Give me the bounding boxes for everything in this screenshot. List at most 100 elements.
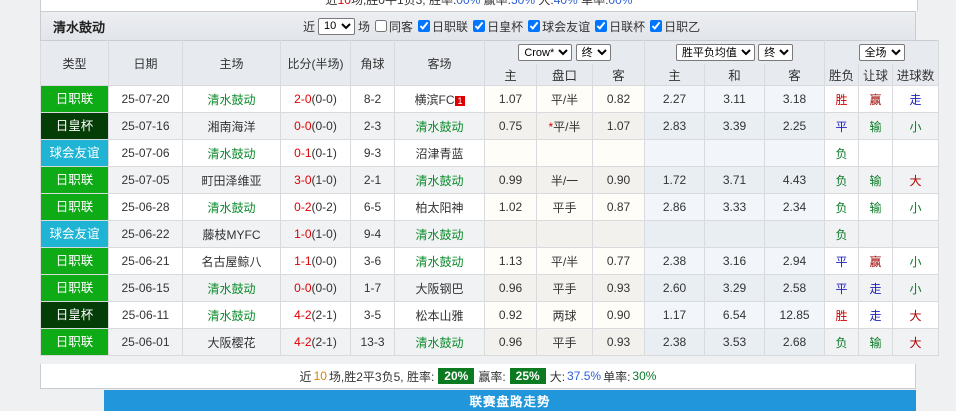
away-team-name[interactable]: 清水鼓动 xyxy=(415,335,464,350)
home-team-name[interactable]: 湘南海洋 xyxy=(207,119,256,134)
row-away-team: 横滨FC 1 xyxy=(394,85,485,113)
same-venue-checkbox[interactable] xyxy=(375,20,388,32)
same-venue-checkbox-wrap[interactable]: 同客 xyxy=(373,18,413,35)
row-eu-home-odds: 2.27 xyxy=(644,85,706,113)
league-filter-3[interactable]: 日联杯 xyxy=(593,18,645,35)
scope-selector-cell: 全场 xyxy=(824,40,940,64)
type-badge[interactable]: 球会友谊 xyxy=(41,221,108,247)
col-header-eu-away: 客 xyxy=(764,64,826,86)
eu-period-select[interactable]: 终 xyxy=(758,44,794,61)
type-badge[interactable]: 日职联 xyxy=(41,275,108,301)
type-badge[interactable]: 日皇杯 xyxy=(41,113,108,139)
league-trend-bar[interactable]: 联赛盘路走势 xyxy=(104,390,916,411)
table-row[interactable]: 日职联 25-07-05 町田泽维亚 3-0(1-0) 2-1 清水鼓动 0.99 半/一 0.… xyxy=(40,166,940,194)
table-row[interactable]: 日职联 25-06-15 清水鼓动 0-0(0-0) 1-7 大阪钢巴 0.96 平手 0.93… xyxy=(40,274,940,302)
home-team-name[interactable]: 清水鼓动 xyxy=(207,92,256,107)
asia-period-select[interactable]: 终 xyxy=(575,44,611,61)
type-badge[interactable]: 球会友谊 xyxy=(41,140,108,166)
table-row[interactable]: 日皇杯 25-07-16 湘南海洋 0-0(0-0) 2-3 清水鼓动 0.75 *平/半 1.… xyxy=(40,112,940,140)
table-row[interactable]: 球会友谊 25-07-06 清水鼓动 0-1(0-1) 9-3 沼津青蓝 负 xyxy=(40,139,940,167)
league-filter-1[interactable]: 日皇杯 xyxy=(471,18,523,35)
home-team-name[interactable]: 清水鼓动 xyxy=(207,146,256,161)
row-asia-away-odds: 0.77 xyxy=(591,247,646,275)
row-asia-line xyxy=(536,139,593,167)
table-row[interactable]: 日职联 25-06-28 清水鼓动 0-2(0-2) 6-5 柏太阳神 1.02 平手 0.87… xyxy=(40,193,940,221)
league-filter-4[interactable]: 日职乙 xyxy=(648,18,700,35)
row-result: 平 xyxy=(824,247,860,275)
home-team-name[interactable]: 清水鼓动 xyxy=(207,281,256,296)
row-away-team: 柏太阳神 xyxy=(394,193,485,221)
bookmaker-select[interactable]: Crow* xyxy=(518,44,573,61)
table-row[interactable]: 球会友谊 25-06-22 藤枝MYFC 1-0(1-0) 9-4 清水鼓动 负 xyxy=(40,220,940,248)
scope-select[interactable]: 全场 xyxy=(858,44,905,61)
home-team-name[interactable]: 名古屋鲸八 xyxy=(201,254,262,269)
league-checkbox-3[interactable] xyxy=(595,20,608,32)
type-badge[interactable]: 日职联 xyxy=(41,86,108,112)
away-team-name[interactable]: 横滨FC xyxy=(414,92,455,107)
row-score: 0-0(0-0) xyxy=(280,112,351,140)
away-team-name[interactable]: 清水鼓动 xyxy=(415,254,464,269)
table-row[interactable]: 日职联 25-06-01 大阪樱花 4-2(2-1) 13-3 清水鼓动 0.96 平手 0.9… xyxy=(40,328,940,356)
row-handicap: 输 xyxy=(858,166,894,194)
row-eu-draw-odds: 3.33 xyxy=(704,193,766,221)
top-profit-rate: 50% xyxy=(511,0,536,7)
match-count-select[interactable]: 10 xyxy=(318,17,356,35)
away-team-name[interactable]: 清水鼓动 xyxy=(415,119,464,134)
home-team-name[interactable]: 清水鼓动 xyxy=(207,308,256,323)
league-filter-2[interactable]: 球会友谊 xyxy=(526,18,590,35)
row-asia-away-odds xyxy=(591,139,646,167)
col-header-eu-draw: 和 xyxy=(704,64,766,86)
away-team-name[interactable]: 清水鼓动 xyxy=(415,227,464,242)
result-value: 负 xyxy=(835,200,848,215)
col-header-asia-home: 主 xyxy=(484,64,537,86)
row-asia-away-odds: 0.87 xyxy=(591,193,646,221)
row-goals: 小 xyxy=(892,112,940,140)
row-asia-home-odds: 0.92 xyxy=(484,301,537,329)
home-team-name[interactable]: 藤枝MYFC xyxy=(202,227,261,242)
table-row[interactable]: 日职联 25-06-21 名古屋鲸八 1-1(0-0) 3-6 清水鼓动 1.13 平/半 0.… xyxy=(40,247,940,275)
score-value: 4-2(2-1) xyxy=(294,308,337,322)
home-team-name[interactable]: 町田泽维亚 xyxy=(201,173,262,188)
row-asia-home-odds: 0.99 xyxy=(484,166,537,194)
league-checkbox-2[interactable] xyxy=(528,20,541,32)
odds-type-select[interactable]: 胜平负均值 xyxy=(675,44,755,61)
handicap-value: 输 xyxy=(869,200,882,215)
type-badge[interactable]: 日职联 xyxy=(41,248,108,274)
away-team-name[interactable]: 松本山雅 xyxy=(415,308,464,323)
summary-record: 场,胜2平3负5, 胜率: xyxy=(328,369,435,384)
home-team-name[interactable]: 大阪樱花 xyxy=(207,335,256,350)
type-badge[interactable]: 日职联 xyxy=(41,329,108,355)
row-score: 0-0(0-0) xyxy=(280,274,351,302)
away-team-name[interactable]: 大阪钢巴 xyxy=(415,281,464,296)
row-eu-away-odds xyxy=(764,220,826,248)
row-eu-draw-odds: 3.29 xyxy=(704,274,766,302)
score-value: 4-2(2-1) xyxy=(294,335,337,349)
away-team-name[interactable]: 柏太阳神 xyxy=(415,200,464,215)
top-mid3: 大: xyxy=(535,0,554,7)
type-badge[interactable]: 日职联 xyxy=(41,194,108,220)
league-checkbox-4[interactable] xyxy=(650,20,663,32)
league-filter-0[interactable]: 日职联 xyxy=(416,18,468,35)
league-checkbox-0[interactable] xyxy=(418,20,431,32)
away-team-name[interactable]: 沼津青蓝 xyxy=(415,146,464,161)
table-row[interactable]: 日皇杯 25-06-11 清水鼓动 4-2(2-1) 3-5 松本山雅 0.92 两球 0.90… xyxy=(40,301,940,329)
type-badge[interactable]: 日职联 xyxy=(41,167,108,193)
table-row[interactable]: 日职联 25-07-20 清水鼓动 2-0(0-0) 8-2 横滨FC 1 1.07 平/半 0.… xyxy=(40,85,940,113)
type-badge[interactable]: 日皇杯 xyxy=(41,302,108,328)
bookmaker-selector-cell: Crow* 终 xyxy=(483,40,646,64)
result-value: 平 xyxy=(835,281,848,296)
handicap-value: 赢 xyxy=(869,254,882,269)
row-asia-home-odds: 1.13 xyxy=(484,247,537,275)
row-asia-line: 平手 xyxy=(536,274,593,302)
summary-bar: 近 10 场,胜2平3负5, 胜率: 20% 赢率: 25% 大: 37.5% 单率:… xyxy=(40,364,916,389)
row-eu-draw-odds: 3.71 xyxy=(704,166,766,194)
row-eu-away-odds: 2.68 xyxy=(764,328,826,356)
row-corner: 6-5 xyxy=(350,193,395,221)
row-date: 25-07-05 xyxy=(108,166,183,194)
league-checkbox-1[interactable] xyxy=(473,20,486,32)
away-team-name[interactable]: 清水鼓动 xyxy=(415,173,464,188)
home-team-name[interactable]: 清水鼓动 xyxy=(207,200,256,215)
selector-header-row: 类型 日期 主场 比分(半场) 角球 客场 Crow* 终 胜平负均值 xyxy=(40,40,940,86)
row-eu-away-odds: 3.18 xyxy=(764,85,826,113)
summary-profit-label: 赢率: xyxy=(478,369,506,384)
